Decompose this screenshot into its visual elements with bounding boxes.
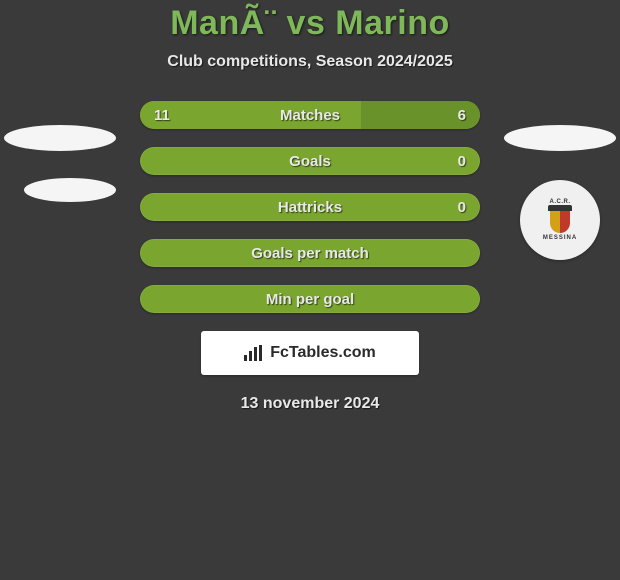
stat-value-left: 11 xyxy=(154,107,170,124)
brand-label: FcTables.com xyxy=(270,344,376,362)
stat-row: 0 Goals xyxy=(140,147,480,175)
stat-label: Min per goal xyxy=(266,291,354,308)
stat-value-right: 6 xyxy=(458,107,466,124)
stat-value-right: 0 xyxy=(458,199,466,216)
stat-value-right: 0 xyxy=(458,153,466,170)
stats-section: 11 6 Matches 0 Goals 0 Hattricks Goals per matc… xyxy=(0,101,620,313)
date-label: 13 november 2024 xyxy=(241,395,380,413)
page-title: ManÃ¨ vs Marino xyxy=(170,4,450,43)
stat-row: 0 Hattricks xyxy=(140,193,480,221)
stat-label: Goals xyxy=(289,153,331,170)
bar-chart-icon xyxy=(244,345,264,361)
brand-badge[interactable]: FcTables.com xyxy=(201,331,419,375)
page-subtitle: Club competitions, Season 2024/2025 xyxy=(167,53,452,71)
main-container: ManÃ¨ vs Marino Club competitions, Seaso… xyxy=(0,0,620,413)
stat-label: Matches xyxy=(280,107,340,124)
stat-label: Hattricks xyxy=(278,199,342,216)
stat-row: 11 6 Matches xyxy=(140,101,480,129)
stat-row: Min per goal xyxy=(140,285,480,313)
stat-row: Goals per match xyxy=(140,239,480,267)
stat-label: Goals per match xyxy=(251,245,369,262)
